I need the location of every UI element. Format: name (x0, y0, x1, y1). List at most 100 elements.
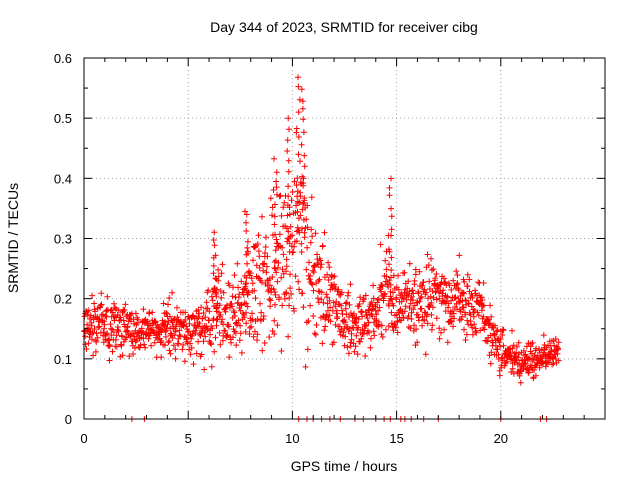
data-point (130, 351, 137, 357)
data-point (488, 313, 495, 320)
data-point (243, 320, 250, 327)
data-point (143, 331, 150, 338)
data-point (334, 288, 341, 295)
data-point (321, 229, 328, 236)
data-point (213, 291, 220, 297)
data-point (160, 300, 167, 307)
data-point (388, 175, 394, 182)
data-point (281, 199, 288, 206)
data-point (285, 115, 292, 122)
data-point (294, 224, 301, 231)
data-point (393, 296, 400, 303)
data-point (395, 286, 402, 293)
data-point (284, 137, 291, 144)
data-point (241, 314, 248, 321)
data-point (477, 327, 484, 334)
data-point (198, 304, 205, 311)
data-point (382, 257, 389, 264)
data-point (140, 306, 147, 313)
data-point (392, 324, 399, 331)
data-point (262, 250, 268, 256)
data-point (243, 211, 250, 218)
data-point (260, 261, 267, 268)
data-point (119, 352, 126, 359)
data-point (247, 270, 254, 277)
data-point (480, 280, 487, 286)
data-point (334, 313, 341, 320)
data-point (357, 338, 363, 345)
data-point (342, 305, 349, 312)
data-point (321, 327, 328, 334)
data-point (279, 266, 286, 273)
data-point (265, 288, 272, 295)
data-point (424, 311, 431, 318)
data-point (210, 237, 217, 243)
data-point (388, 267, 395, 274)
data-point (474, 309, 481, 316)
data-point (386, 261, 392, 268)
data-point (299, 290, 306, 297)
data-point (401, 269, 408, 276)
data-point (280, 251, 287, 258)
data-point (266, 296, 273, 303)
data-point (326, 312, 333, 319)
data-point (549, 361, 556, 368)
data-point (222, 328, 229, 334)
data-point (167, 350, 174, 357)
data-point (172, 328, 179, 335)
data-point (322, 323, 329, 330)
data-point (106, 336, 112, 342)
data-point (82, 341, 89, 348)
data-point (450, 323, 457, 330)
data-point (212, 334, 219, 341)
data-point (280, 204, 287, 211)
data-point (388, 205, 394, 212)
data-point (273, 178, 280, 185)
data-point (325, 277, 332, 283)
data-point (480, 302, 487, 309)
data-point (213, 302, 220, 309)
data-point (162, 333, 169, 340)
data-point (307, 273, 314, 279)
data-point (229, 303, 236, 310)
data-point (218, 294, 225, 301)
data-point (260, 313, 267, 320)
data-points (81, 74, 562, 386)
data-point (107, 321, 114, 328)
data-point (238, 349, 245, 356)
data-point (89, 336, 95, 343)
data-point (465, 321, 472, 328)
data-point (102, 312, 109, 319)
y-tick-label: 0.6 (54, 51, 72, 66)
data-point (369, 313, 376, 320)
data-point (405, 324, 412, 330)
data-point (186, 320, 193, 327)
data-point (487, 321, 493, 328)
data-point (231, 309, 238, 316)
data-point (96, 316, 102, 322)
data-point (232, 313, 238, 319)
data-point (449, 307, 456, 314)
data-point (297, 193, 304, 200)
data-point (414, 311, 421, 318)
data-point (273, 169, 280, 176)
data-point (394, 329, 401, 336)
data-point (242, 281, 249, 288)
data-point (452, 294, 459, 301)
data-point (210, 262, 217, 269)
data-point (98, 312, 105, 319)
data-point (375, 296, 382, 303)
data-point (460, 304, 467, 311)
y-tick-label: 0.2 (54, 292, 72, 307)
data-point (219, 316, 226, 323)
data-point (307, 239, 314, 246)
data-point (124, 323, 131, 330)
data-point (254, 337, 260, 344)
data-point (430, 294, 437, 301)
data-point (249, 280, 256, 287)
data-point (296, 96, 303, 103)
data-point (462, 337, 469, 343)
data-point (291, 243, 297, 250)
x-tick-label: 10 (285, 431, 299, 446)
